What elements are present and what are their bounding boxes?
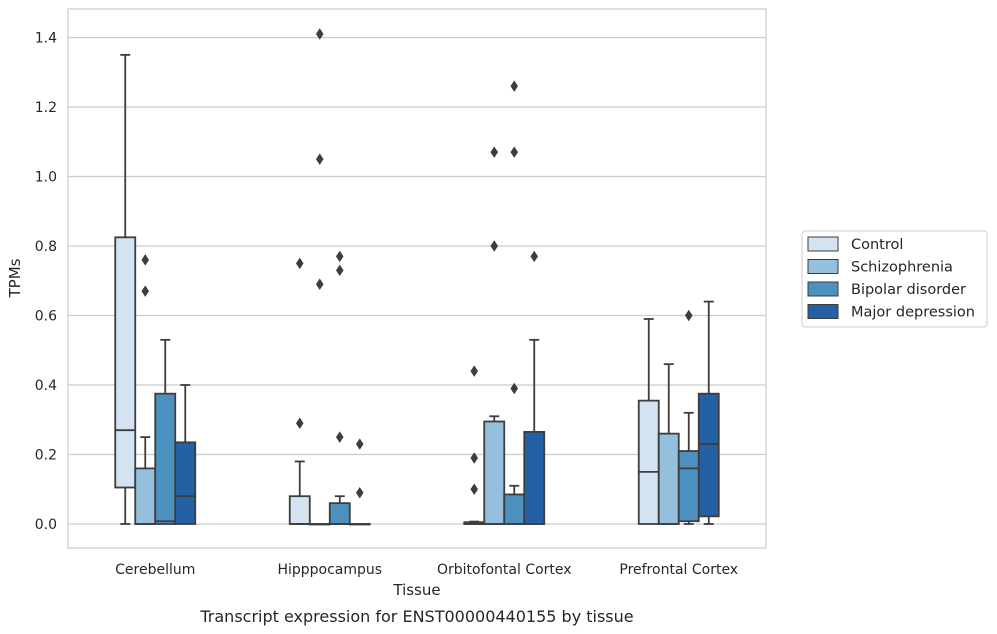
box	[657, 432, 680, 525]
box	[483, 420, 506, 525]
box	[523, 431, 546, 525]
y-axis-label: TPMs	[6, 258, 24, 298]
x-tick-labels: Cerebellum Hipppocampus Orbitofontal Corte…	[115, 562, 738, 578]
box	[677, 450, 700, 523]
outlier-point	[510, 80, 519, 92]
x-tick-label: Cerebellum	[115, 562, 195, 578]
outlier-point	[315, 28, 324, 40]
box	[114, 236, 137, 489]
box	[503, 493, 526, 525]
legend-frame	[801, 230, 988, 328]
box	[328, 502, 351, 525]
legend-items: Control Schizophrenia Bipolar disorder Majo…	[807, 236, 975, 321]
outlier-point	[141, 285, 150, 297]
box	[637, 399, 660, 525]
x-axis-label: Tissue	[392, 581, 440, 599]
y-tick-label: 0.8	[35, 239, 57, 255]
outlier-point	[490, 240, 499, 252]
chart-caption: Transcript expression for ENST0000044015…	[199, 607, 633, 626]
y-tick-label: 0.4	[35, 378, 57, 394]
box	[154, 392, 177, 525]
outlier-point	[470, 365, 479, 377]
y-tick-label: 0.0	[35, 517, 57, 533]
outlier-point	[295, 417, 304, 429]
plot-area-frame	[67, 8, 767, 549]
y-tick-label: 1.4	[35, 31, 57, 47]
outlier-point	[355, 438, 364, 450]
legend-swatch	[807, 259, 839, 274]
y-tick-label: 1.0	[35, 170, 57, 186]
box	[174, 441, 197, 525]
legend-swatch	[807, 281, 839, 297]
legend-label: Control	[851, 237, 903, 253]
box	[697, 392, 720, 518]
outlier-point	[335, 250, 344, 263]
outlier-point	[470, 452, 479, 464]
legend-label: Bipolar disorder	[851, 282, 966, 298]
outlier-point	[335, 431, 344, 443]
box	[134, 467, 157, 525]
y-tick-label: 1.2	[35, 100, 57, 116]
outlier-point	[684, 309, 693, 322]
x-tick-label: Prefrontal Cortex	[619, 562, 738, 578]
box-series	[114, 28, 720, 526]
x-tick-label: Hipppocampus	[277, 562, 382, 578]
legend-label: Schizophrenia	[851, 260, 953, 276]
outlier-point	[490, 146, 499, 158]
y-tick-labels: 0.0 0.2 0.4 0.6 0.8 1.0 1.2 1.4	[35, 31, 57, 534]
outlier-point	[510, 146, 519, 158]
legend-swatch	[807, 304, 839, 319]
outlier-point	[315, 153, 324, 165]
legend: Control Schizophrenia Bipolar disorder Majo…	[801, 230, 988, 328]
outlier-point	[355, 486, 364, 499]
box	[288, 495, 311, 525]
outlier-point	[510, 382, 519, 395]
x-tick-label: Orbitofontal Cortex	[437, 562, 572, 578]
legend-swatch	[807, 236, 839, 252]
outlier-point	[315, 278, 324, 290]
outlier-point	[335, 264, 344, 277]
outlier-point	[141, 254, 150, 266]
outlier-point	[470, 483, 479, 495]
outlier-point	[530, 250, 539, 263]
y-tick-label: 0.2	[35, 448, 57, 464]
y-tick-label: 0.6	[35, 309, 57, 325]
outlier-point	[295, 257, 304, 270]
legend-label: Major depression	[851, 305, 975, 321]
